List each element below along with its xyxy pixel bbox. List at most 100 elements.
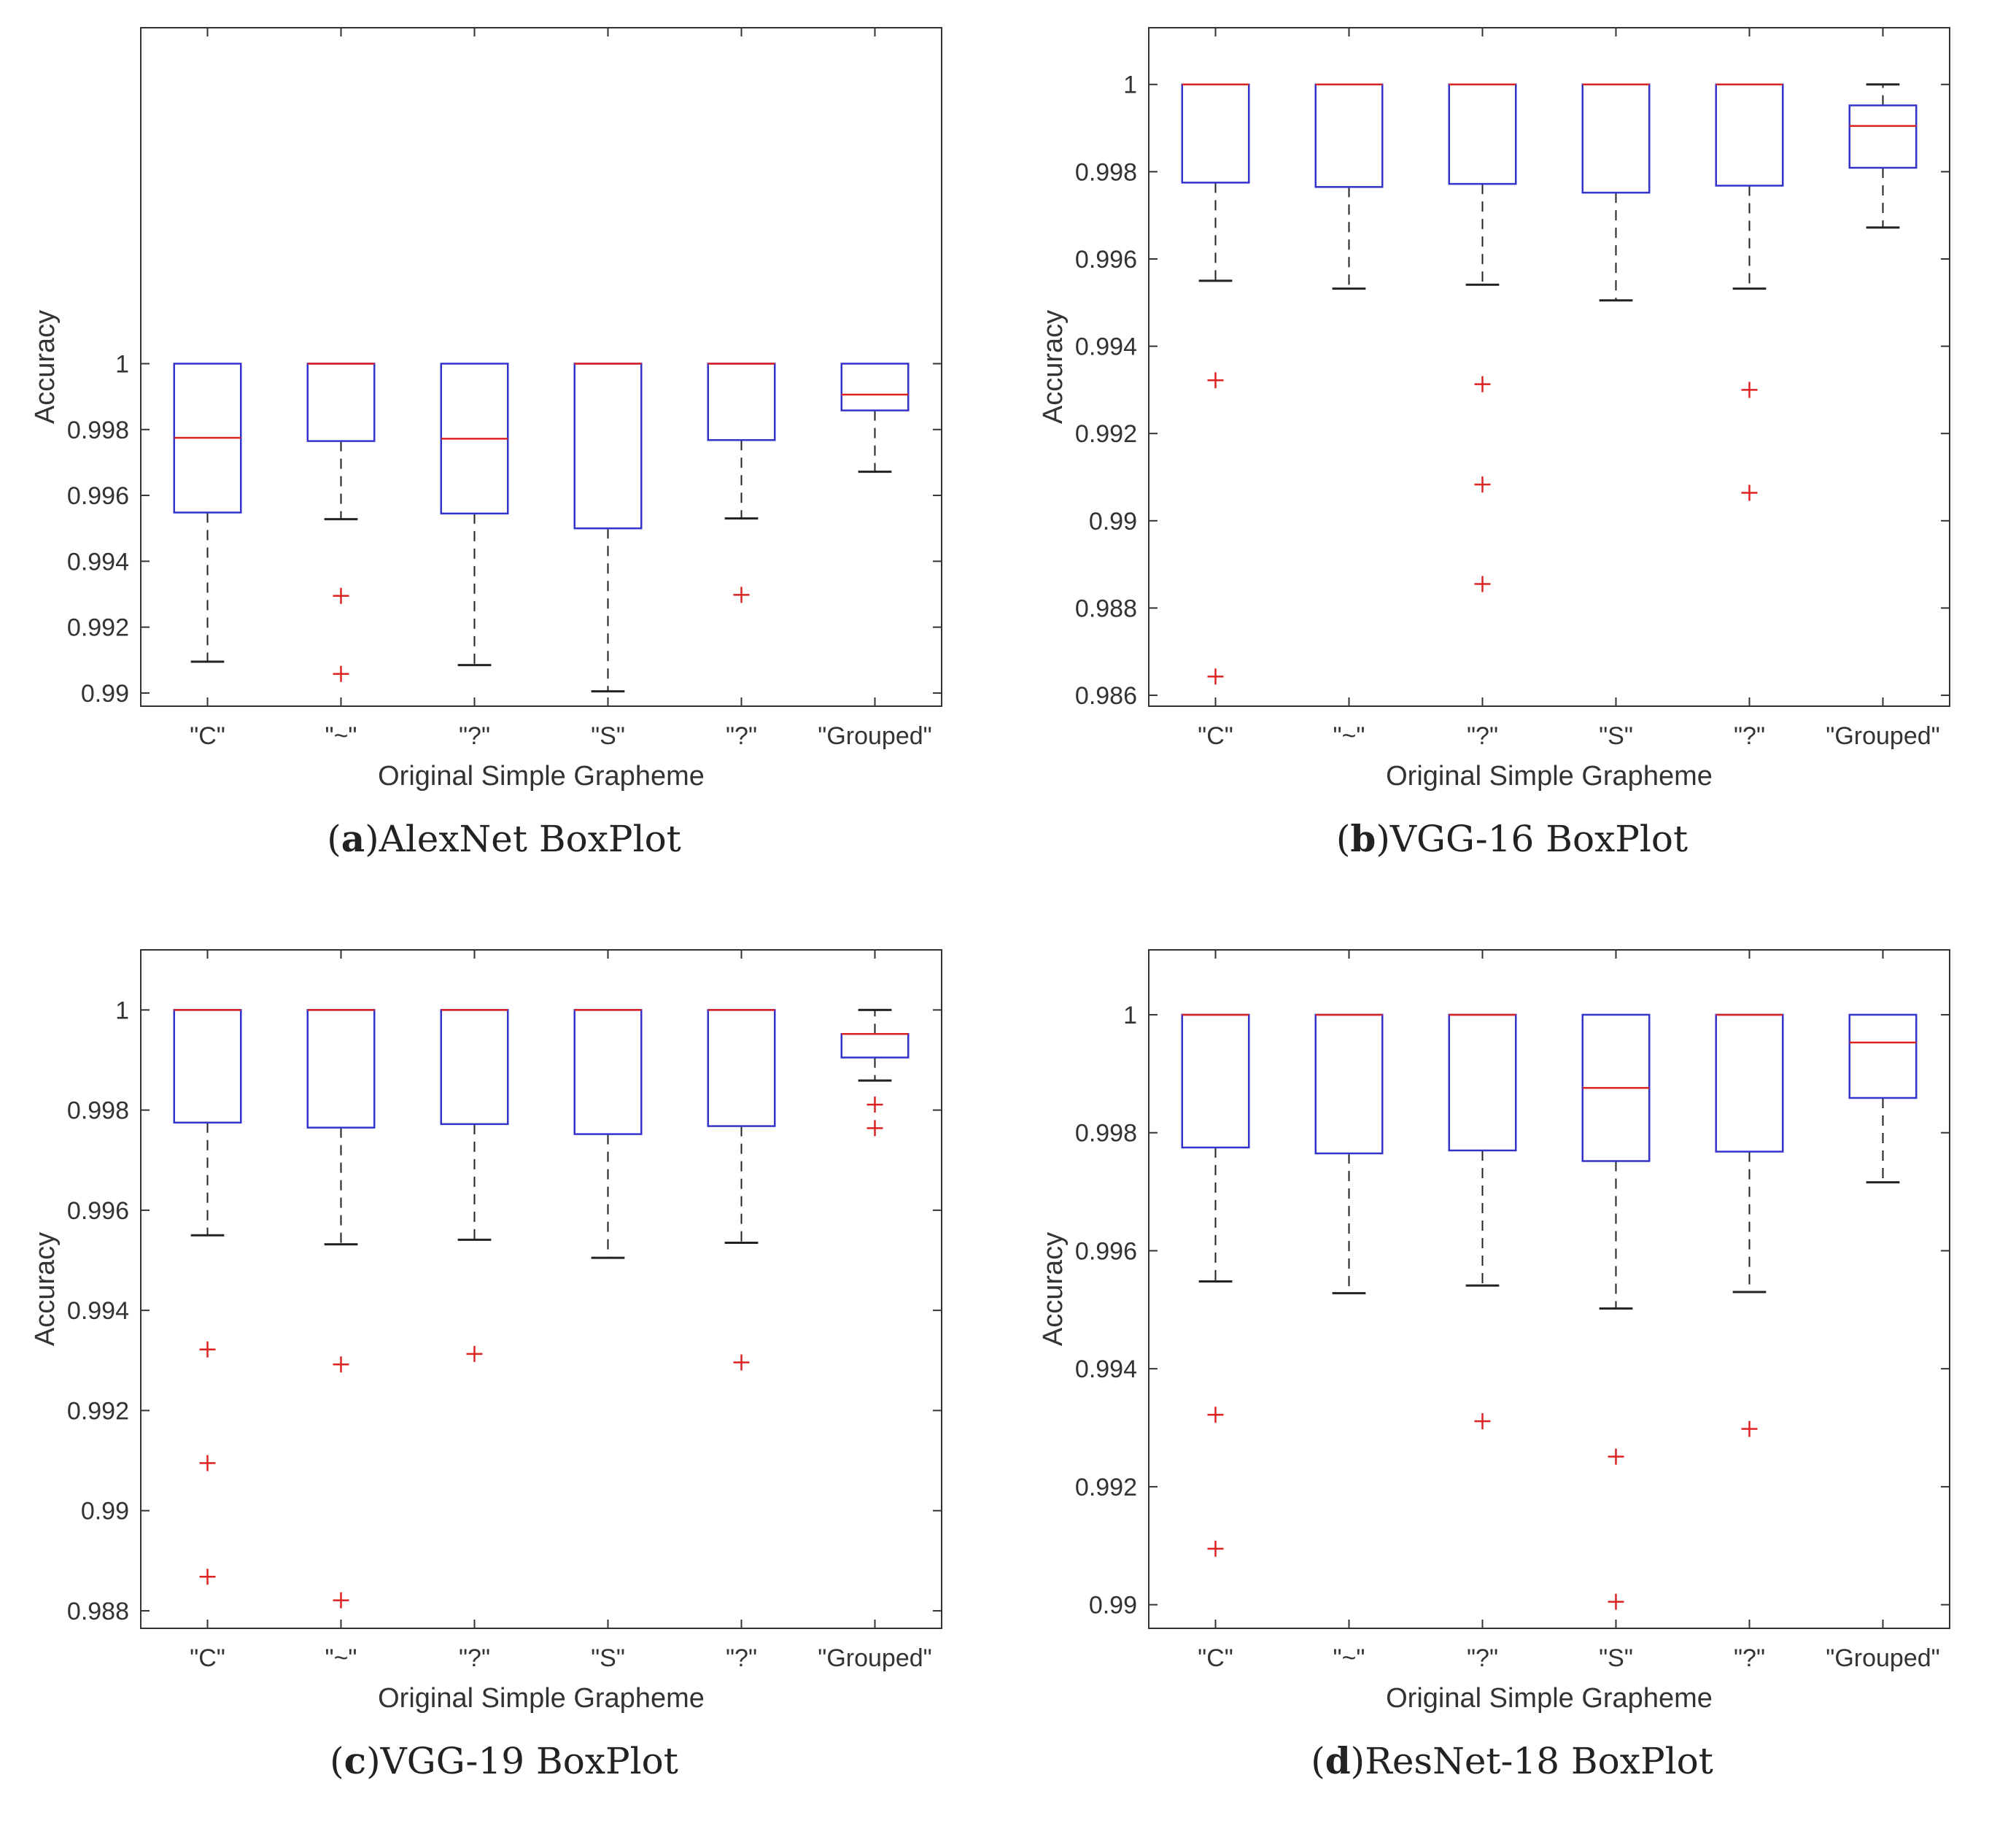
- box-group: [1314, 1013, 1384, 1295]
- y-tick-label: 0.986: [1075, 682, 1137, 710]
- box-group: [1448, 83, 1517, 592]
- figure-caption: (a)AlexNet BoxPlot: [327, 817, 681, 860]
- x-tick-label: "?": [726, 1644, 757, 1672]
- y-tick-label: 0.998: [67, 1097, 129, 1125]
- iqr-box: [840, 363, 910, 411]
- x-tick-label: "S": [1599, 1644, 1633, 1672]
- x-tick-label: "C": [1198, 1644, 1233, 1672]
- x-tick-label: "?": [1734, 722, 1765, 750]
- iqr-box: [1848, 104, 1918, 169]
- x-axis-label: Original Simple Grapheme: [1386, 1683, 1713, 1714]
- iqr-box: [1715, 83, 1784, 187]
- outlier-marker: [1474, 376, 1491, 392]
- caption-text: ResNet-18 BoxPlot: [1365, 1740, 1713, 1782]
- iqr-box: [440, 1009, 509, 1126]
- outlier-marker: [1608, 1593, 1624, 1610]
- box-group: [1848, 1013, 1918, 1184]
- iqr-box: [840, 1033, 910, 1059]
- y-tick-label: 0.99: [1089, 508, 1137, 535]
- iqr-box: [1848, 1013, 1918, 1099]
- panel-a: 0.99 0.992 0.994 0.996 0.998 1 "C" "~" "?" "S" "?"…: [0, 0, 1008, 922]
- box-group: [306, 1009, 376, 1609]
- outlier-marker: [733, 1354, 750, 1371]
- outlier-marker: [1207, 668, 1224, 685]
- outlier-marker: [733, 587, 750, 603]
- box-group: [1848, 83, 1918, 229]
- figure-caption: (d)ResNet-18 BoxPlot: [1311, 1739, 1713, 1782]
- y-tick-label: 0.998: [1075, 1120, 1137, 1148]
- iqr-box: [1448, 1013, 1517, 1152]
- x-tick-label: "S": [1599, 722, 1633, 750]
- x-tick-label: "Grouped": [1826, 1644, 1939, 1672]
- box-group: [1181, 83, 1250, 685]
- y-tick-label: 0.99: [81, 680, 129, 708]
- y-tick-label: 0.994: [67, 548, 129, 576]
- x-axis-label: Original Simple Grapheme: [378, 761, 705, 792]
- panel-letter: d: [1325, 1739, 1351, 1782]
- iqr-box: [173, 1009, 242, 1124]
- x-axis-label: Original Simple Grapheme: [1386, 761, 1713, 792]
- y-tick-label: 0.99: [81, 1498, 129, 1525]
- y-tick-label: 0.996: [67, 1197, 129, 1225]
- boxplot-chart: 0.99 0.992 0.994 0.996 0.998 1 "C" "~" "?" "S" "?"…: [1038, 949, 1950, 1714]
- box-group: [1581, 83, 1651, 302]
- box-group: [707, 363, 776, 603]
- x-tick-label: "~": [1333, 1644, 1365, 1672]
- boxplot-chart: 0.986 0.988 0.99 0.992 0.994 0.996 0.998 1 "C" "~…: [1038, 27, 1950, 792]
- plot-frame: [1148, 27, 1950, 707]
- box-group: [173, 1009, 242, 1585]
- iqr-box: [707, 1009, 776, 1127]
- y-tick-label: 0.996: [1075, 1237, 1137, 1265]
- panel-d: 0.99 0.992 0.994 0.996 0.998 1 "C" "~" "?" "S" "?"…: [1008, 922, 2016, 1844]
- outlier-marker: [333, 1356, 349, 1373]
- y-axis-label: Accuracy: [1038, 310, 1069, 424]
- iqr-box: [1314, 1013, 1384, 1155]
- outlier-marker: [1741, 382, 1758, 398]
- y-tick-label: 0.994: [67, 1297, 129, 1325]
- iqr-box: [1581, 83, 1651, 194]
- y-axis-label: Accuracy: [30, 310, 61, 424]
- outlier-marker: [1474, 476, 1491, 493]
- y-tick-label: 0.992: [1075, 420, 1137, 448]
- x-tick-label: "?": [1734, 1644, 1765, 1672]
- outlier-marker: [1741, 1420, 1758, 1437]
- y-tick-label: 0.988: [67, 1598, 129, 1625]
- y-tick-label: 0.998: [1075, 158, 1137, 186]
- y-axis-label: Accuracy: [1038, 1232, 1069, 1346]
- outlier-marker: [199, 1569, 216, 1585]
- x-tick-label: "C": [190, 1644, 225, 1672]
- box-group: [1581, 1013, 1651, 1610]
- y-tick-label: 0.994: [1075, 1355, 1137, 1383]
- outlier-marker: [1207, 372, 1224, 389]
- box-group: [840, 363, 910, 473]
- outlier-marker: [1474, 576, 1491, 592]
- y-tick-label: 0.99: [1089, 1592, 1137, 1620]
- x-axis-label: Original Simple Grapheme: [378, 1683, 705, 1714]
- panel-c: 0.988 0.99 0.992 0.994 0.996 0.998 1 "C" "~" "?" "…: [0, 922, 1008, 1844]
- x-tick-label: "Grouped": [818, 722, 931, 750]
- outlier-marker: [1207, 1540, 1224, 1557]
- outlier-marker: [333, 587, 349, 604]
- iqr-box: [1448, 83, 1517, 185]
- outlier-marker: [1207, 1407, 1224, 1423]
- x-tick-label: "C": [190, 722, 225, 750]
- x-tick-label: "~": [325, 722, 357, 750]
- x-tick-label: "C": [1198, 722, 1233, 750]
- plot-frame: [1148, 949, 1950, 1629]
- box-group: [573, 363, 643, 693]
- box-group: [1715, 1013, 1784, 1437]
- y-tick-label: 0.996: [67, 482, 129, 510]
- y-tick-label: 1: [1123, 71, 1137, 99]
- box-group: [1181, 1013, 1250, 1557]
- box-group: [1715, 83, 1784, 501]
- x-tick-label: "?": [459, 722, 490, 750]
- x-tick-label: "?": [1467, 1644, 1498, 1672]
- outlier-marker: [333, 1592, 349, 1609]
- outlier-marker: [199, 1455, 216, 1471]
- iqr-box: [1314, 83, 1384, 188]
- figure-caption: (b)VGG-16 BoxPlot: [1335, 817, 1689, 860]
- x-tick-label: "~": [1333, 722, 1365, 750]
- x-tick-label: "?": [1467, 722, 1498, 750]
- y-tick-label: 0.988: [1075, 595, 1137, 622]
- y-tick-label: 0.992: [67, 1397, 129, 1425]
